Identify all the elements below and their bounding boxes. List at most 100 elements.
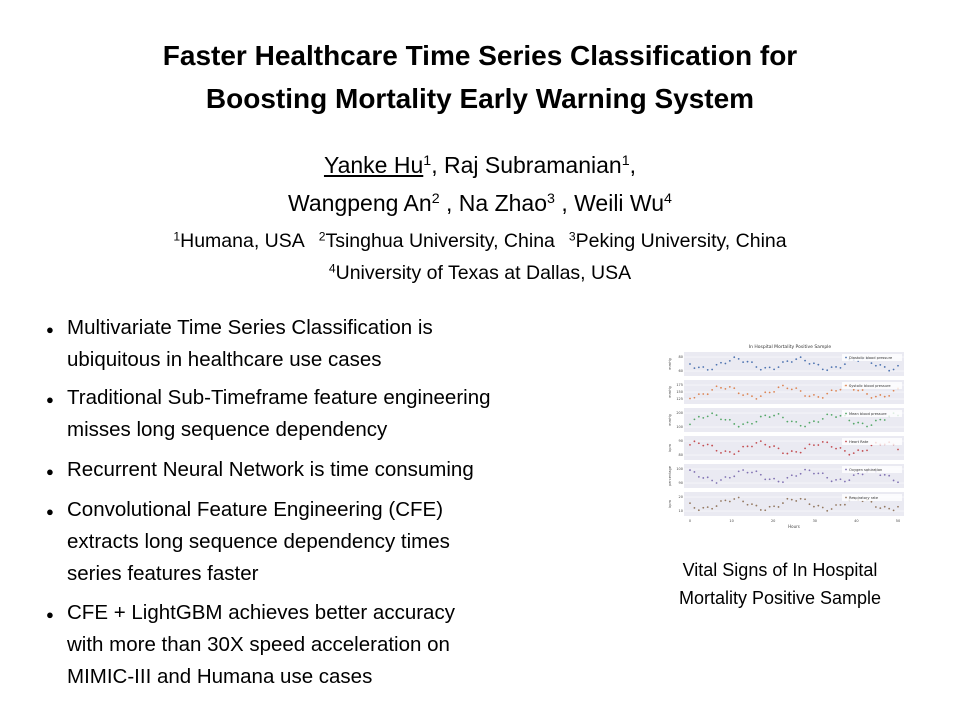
- legend-box: [842, 494, 902, 501]
- panel-dot: [715, 449, 718, 452]
- panel-dot: [742, 500, 745, 503]
- panel-dot: [764, 414, 767, 417]
- panel-dot: [795, 387, 798, 390]
- x-label: Hours: [788, 524, 800, 529]
- bullet-dot: ●: [46, 392, 54, 407]
- author-sup: 4: [664, 191, 672, 208]
- panel-label: Respiratory rate: [849, 496, 879, 500]
- panel-dot: [706, 393, 709, 396]
- bullet-text: CFE + LightGBM achieves better accuracy: [67, 601, 455, 624]
- panel-dot: [759, 368, 762, 371]
- panel-dot: [742, 469, 745, 471]
- panel-dot: [786, 476, 789, 479]
- panel-dot: [751, 471, 753, 474]
- bullet-dot: ●: [46, 504, 54, 519]
- panel-dot: [830, 480, 833, 483]
- panel-dot: [773, 414, 775, 417]
- figure: In Hospital Mortality Positive Sample mmH…: [668, 344, 904, 529]
- panel-dot: [689, 363, 691, 365]
- panel-label: Oxygen saturation: [849, 468, 882, 472]
- panel-dot: [817, 396, 820, 398]
- panel-dot: [746, 421, 749, 424]
- panel-dot: [697, 366, 700, 369]
- panel-dot: [821, 441, 824, 443]
- x-tick: 20: [771, 519, 775, 523]
- author-sup: 1: [423, 153, 432, 170]
- panel-dot: [808, 469, 811, 472]
- panel-dot: [768, 391, 771, 394]
- panel-unit: bpm: [668, 499, 672, 507]
- panel-dot: [706, 443, 709, 446]
- panel-dot: [821, 506, 824, 509]
- panel-dot: [697, 415, 700, 418]
- affiliation-sup: 4: [328, 261, 336, 276]
- panel-dot: [821, 397, 824, 399]
- panel-dot: [768, 478, 771, 481]
- panel-dot: [773, 477, 775, 480]
- panel-dot: [733, 356, 736, 359]
- panel-dot: [874, 395, 877, 398]
- panel-dot: [843, 450, 846, 452]
- panel-dot: [720, 361, 722, 364]
- panel-dot: [720, 452, 722, 454]
- panel-dot: [799, 451, 802, 454]
- panel-dot: [697, 509, 700, 512]
- panel-unit: mmHg: [668, 414, 672, 426]
- author-name: Yanke Hu: [323, 152, 424, 178]
- panel-dot: [742, 445, 745, 448]
- affiliation-sup: 3: [568, 229, 576, 244]
- panel-dot: [689, 423, 691, 426]
- panel-dot: [755, 470, 758, 473]
- panel-dot: [742, 394, 745, 397]
- affiliation-line: 4University of Texas at Dallas, USA: [0, 262, 960, 285]
- panel-dot: [821, 417, 824, 420]
- panel-dot: [751, 361, 753, 364]
- panel-dot: [835, 504, 837, 506]
- author-name: Weili Wu: [574, 190, 665, 216]
- author-name: Raj Subramanian: [443, 152, 622, 178]
- bullet-text: Traditional Sub-Timeframe feature engine…: [67, 386, 491, 409]
- panel-dot: [835, 366, 837, 368]
- panel-dot: [866, 393, 868, 395]
- panel-dot: [746, 471, 749, 474]
- panel-label: Diastolic blood pressure: [849, 356, 893, 360]
- author-sep: ,: [629, 152, 637, 178]
- panel-dot: [693, 396, 696, 399]
- affiliation: 1Humana, USA: [173, 230, 304, 252]
- bullet-item: ● CFE + LightGBM achieves better accuracy…: [46, 597, 455, 693]
- panel-dot: [817, 472, 820, 475]
- panel-dot: [790, 361, 793, 363]
- panel-tick: 100: [676, 425, 683, 429]
- panel-dot: [746, 503, 749, 506]
- panel-dot: [764, 478, 767, 481]
- panel-dot: [839, 366, 842, 369]
- panel-dot: [804, 468, 806, 471]
- affiliation: 4University of Texas at Dallas, USA: [329, 262, 631, 284]
- bullet-text: misses long sequence dependency: [67, 418, 388, 441]
- panel-dot: [883, 419, 886, 421]
- panel-dot: [728, 476, 731, 479]
- panel-dot: [759, 509, 762, 511]
- legend-dot: [845, 468, 847, 471]
- panel-dot: [693, 507, 696, 509]
- panel-dot: [693, 367, 696, 370]
- bullet-text: extracts long sequence dependency times: [67, 530, 450, 553]
- panel-dot: [852, 388, 855, 391]
- author-sup: 2: [431, 191, 440, 208]
- panel-dot: [782, 416, 784, 419]
- panel-dot: [728, 418, 731, 421]
- panel-dot: [777, 366, 780, 369]
- legend-box: [842, 466, 902, 473]
- panel-dot: [888, 474, 891, 477]
- legend-dot: [845, 412, 847, 415]
- affiliation-line: 1Humana, USA 2Tsinghua University, China 3…: [0, 230, 960, 253]
- panel-dot: [724, 476, 727, 478]
- panel-dot: [861, 422, 864, 425]
- panel-dot: [870, 362, 873, 365]
- panel-dot: [821, 368, 824, 371]
- panel-dot: [835, 416, 837, 418]
- affiliation-text: Tsinghua University, China: [325, 230, 555, 252]
- panel-dot: [724, 387, 727, 390]
- panel-dot: [746, 393, 749, 395]
